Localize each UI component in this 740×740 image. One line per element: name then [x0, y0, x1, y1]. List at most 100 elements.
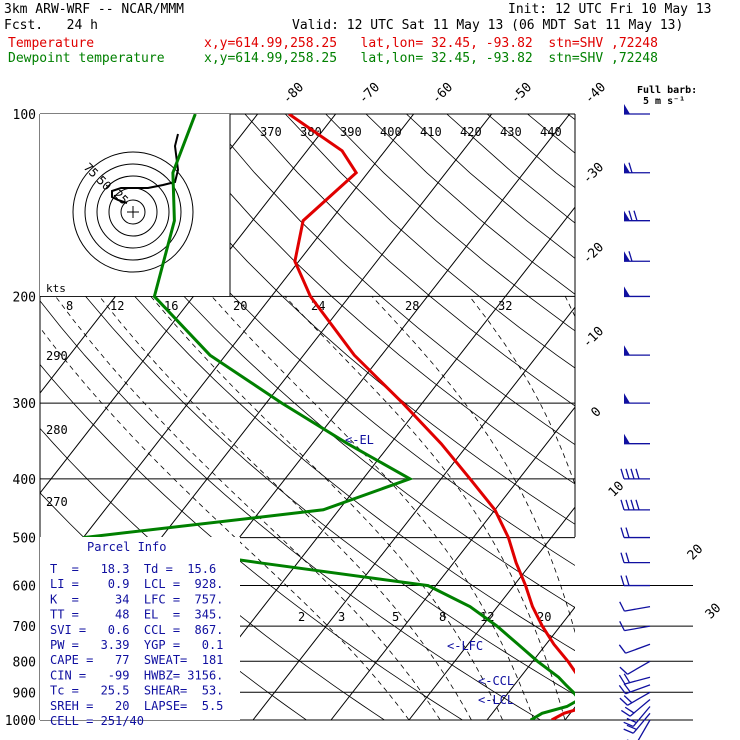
wind-barb-feather: [630, 499, 635, 511]
wind-barb: [618, 643, 651, 654]
theta-e-label: 370: [260, 125, 282, 139]
pressure-tick-label: 100: [13, 108, 36, 123]
dry-adiabat: [123, 114, 575, 525]
dewpoint-point-info: x,y=614.99,258.25 lat,lon= 32.45, -93.82…: [204, 51, 658, 66]
mixing-ratio-label: 20: [233, 299, 247, 313]
dry-adiabat-label: 270: [46, 495, 68, 509]
moist-adiabat: [564, 296, 575, 318]
wind-barb-staff: [625, 643, 651, 654]
isotherm-line: [330, 406, 575, 720]
wind-barb: [624, 251, 650, 262]
pressure-tick-label: 900: [13, 686, 36, 701]
temperature-legend: Temperature: [8, 36, 95, 51]
dewpoint-legend: Dewpoint temperature: [8, 51, 165, 66]
wind-barb-flag: [624, 345, 630, 356]
wind-barb-feather: [619, 621, 625, 631]
wind-barb-feather: [624, 706, 635, 714]
mixing-ratio-label: 12: [110, 299, 124, 313]
init-time: Init: 12 UTC Fri 10 May 13: [508, 2, 712, 17]
dry-adiabat: [204, 114, 575, 446]
theta-e-label: 440: [540, 125, 562, 139]
wind-barb-feather: [625, 552, 630, 563]
wind-barb-feather: [619, 697, 628, 706]
pressure-tick-label: 300: [13, 397, 36, 412]
model-title: 3km ARW-WRF -- NCAR/MMM: [4, 2, 185, 17]
isotherm-line: [721, 114, 740, 720]
theta-e-label: 430: [500, 125, 522, 139]
isotherm-label: 10: [606, 479, 628, 501]
temperature-point-info: x,y=614.99,258.25 lat,lon= 32.45, -93.82…: [204, 36, 658, 51]
wind-barb: [623, 706, 651, 728]
mixing-ratio-label: 8: [66, 299, 73, 313]
wind-barb: [619, 660, 651, 675]
hodograph-trace: [111, 133, 180, 204]
wind-barb-feather: [618, 684, 627, 695]
isotherm-label: -80: [280, 80, 307, 107]
mixing-ratio-label: 5: [392, 610, 399, 624]
moist-adiabat: [99, 296, 472, 720]
dry-adiabat: [486, 114, 575, 189]
mixing-ratio-label: 32: [498, 299, 512, 313]
wind-barb: [624, 393, 650, 404]
hodograph-ring: [72, 151, 194, 273]
wind-barb-staff: [624, 605, 651, 612]
wind-barb-flag: [624, 251, 630, 262]
wind-barb-feather: [628, 251, 633, 262]
wind-barb-feather: [623, 695, 633, 704]
isotherm-label: 20: [685, 542, 707, 564]
wind-barb: [620, 552, 650, 564]
isotherm-label: 0: [588, 404, 604, 420]
parcel-info-title: Parcel Info: [87, 540, 166, 554]
parcel-level-annotation: <-CCL: [478, 674, 514, 688]
wind-barb-feather: [620, 527, 625, 538]
wind-barb-feather: [626, 724, 637, 731]
dry-adiabat: [244, 114, 575, 407]
mixing-ratio-label: 2: [298, 610, 305, 624]
isotherm-label: -60: [429, 80, 456, 107]
dry-adiabat: [40, 300, 542, 720]
wind-barb-feather: [620, 552, 625, 563]
wind-barb: [624, 162, 650, 174]
isotherm-line: [40, 114, 337, 494]
parcel-level-annotation: <-LFC: [447, 639, 483, 653]
wind-barb-feather: [623, 728, 634, 734]
wind-barb-feather: [628, 210, 633, 221]
isotherm-label: -20: [580, 240, 607, 267]
wind-barb-feather: [625, 468, 630, 480]
barb-legend-value: 5 m s⁻¹: [643, 96, 685, 107]
parcel-info-line: Tc = 25.5 SHEAR= 53.: [50, 684, 223, 698]
wind-barb: [624, 286, 650, 298]
dewpoint-profile: [83, 114, 575, 720]
wind-barb: [620, 575, 650, 587]
parcel-info-box: [40, 537, 240, 720]
wind-barb-feather: [625, 527, 630, 538]
dry-adiabat: [163, 114, 575, 485]
dry-adiabat: [608, 114, 740, 733]
isotherm-line: [252, 306, 575, 720]
wind-barb: [624, 345, 650, 356]
parcel-info-line: T = 18.3 Td = 15.6: [50, 562, 216, 576]
parcel-info-line: CELL = 251/40: [50, 714, 144, 728]
valid-time: Valid: 12 UTC Sat 11 May 13 (06 MDT Sat …: [292, 18, 684, 33]
barb-legend-title: Full barb:: [637, 85, 697, 96]
isotherm-line: [486, 606, 575, 720]
parcel-info-line: K = 34 LFC = 757.: [50, 592, 223, 606]
isotherm-line: [643, 114, 740, 720]
theta-e-label: 380: [300, 125, 322, 139]
dry-adiabat-label: 290: [46, 349, 68, 363]
wind-barb-flag: [624, 210, 630, 221]
isotherm-label: -10: [580, 324, 607, 351]
parcel-info-line: TT = 48 EL = 345.: [50, 608, 223, 622]
dry-adiabat: [527, 114, 575, 154]
hodograph-ring: [96, 175, 170, 249]
wind-barb: [620, 468, 650, 480]
dry-adiabat: [689, 114, 740, 733]
parcel-info-line: CIN = -99 HWBZ= 3156.: [50, 668, 223, 682]
wind-barb-feather: [618, 674, 626, 685]
dry-adiabat: [325, 114, 575, 332]
parcel-info-line: LI = 0.9 LCL = 928.: [50, 577, 223, 591]
wind-barb: [624, 210, 650, 222]
wind-barb-feather: [630, 468, 635, 480]
theta-e-label: 400: [380, 125, 402, 139]
wind-barb-flag: [624, 393, 630, 404]
